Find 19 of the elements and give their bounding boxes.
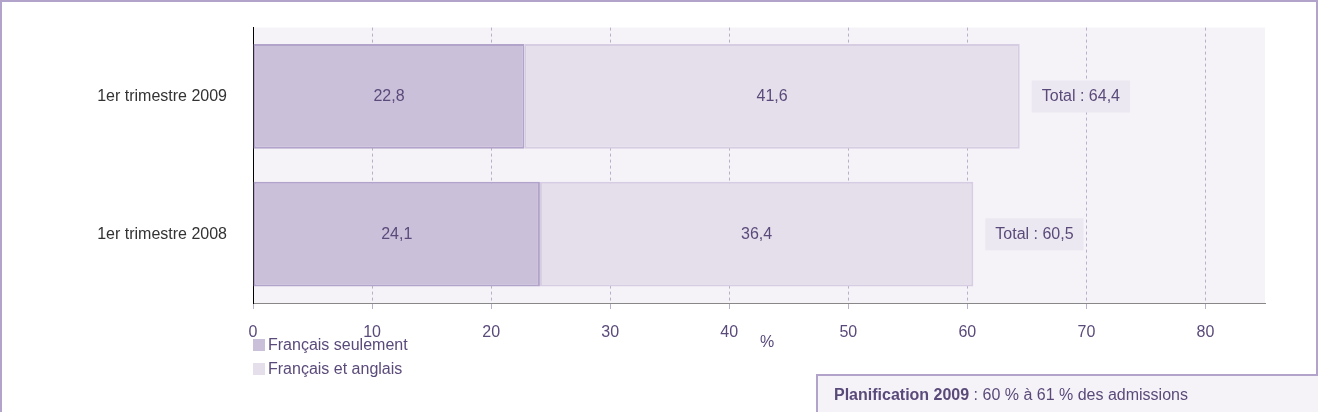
x-tick-label: 50 [839,323,858,341]
x-tick-label: 20 [482,323,501,341]
x-tick-label: 80 [1196,323,1215,341]
x-tick-label: 60 [958,323,977,341]
x-axis-title: % [760,333,775,351]
y-tick-label: 1er trimestre 2008 [97,224,228,242]
data-label: 22,8 [373,86,405,104]
legend-label: Français et anglais [267,359,404,379]
x-tick-label: 0 [248,323,258,341]
x-tick-label: 40 [720,323,739,341]
text: Planification 2009 : 60 % à 61 % des admissions [816,374,1318,412]
x-tick-label: 30 [601,323,620,341]
y-tick-label: 1er trimestre 2009 [97,86,228,104]
data-label: 36,4 [741,224,773,242]
data-label: 41,6 [756,86,788,104]
data-label: 24,1 [381,224,413,242]
x-tick-label: 70 [1077,323,1096,341]
total-label: Total : 60,5 [995,224,1074,242]
total-label: Total : 64,4 [1041,86,1121,104]
